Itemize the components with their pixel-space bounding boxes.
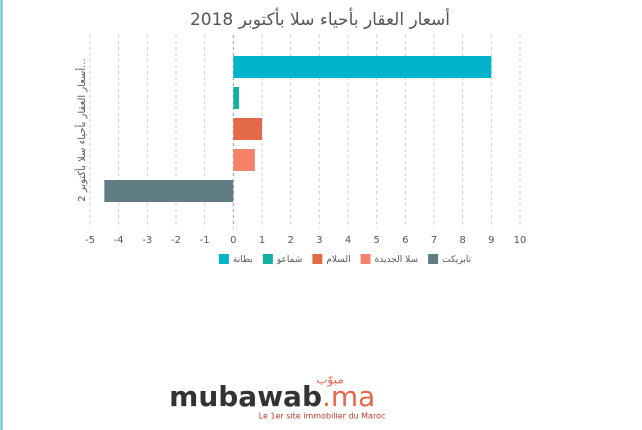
x-tick-label: 2 [287, 235, 293, 246]
x-tick-label: 4 [345, 235, 351, 246]
legend-swatch [428, 254, 439, 264]
legend-swatch [360, 254, 371, 264]
legend-label: السلام [326, 255, 350, 265]
x-tick-label: 7 [431, 235, 437, 246]
x-tick-label: 10 [514, 235, 527, 246]
x-tick-label: 9 [488, 235, 494, 246]
x-tick-label: 3 [316, 235, 322, 246]
x-tick-label: -2 [171, 235, 181, 246]
legend-label: سلا الجديدة [375, 255, 419, 265]
logo-arabic: مبوّب [316, 373, 344, 388]
chart-title: أسعار العقار بأحياء سلا بأكتوبر 2018 [190, 7, 450, 30]
x-tick-label: 6 [402, 235, 408, 246]
x-tick-label: 0 [230, 235, 236, 246]
logo-tagline: Le 1er site immobilier du Maroc [259, 412, 386, 421]
logo-name: mubawab [169, 380, 322, 413]
legend-label: شماعو [276, 255, 303, 265]
x-tick-label: -3 [142, 235, 152, 246]
x-tick-label: -4 [114, 235, 124, 246]
legend-swatch [262, 254, 273, 264]
category-label: أسعار العقار بأحياء سلا بأكتوبر 2... [74, 58, 88, 201]
legend-label: بطانة [233, 255, 253, 265]
x-tick-label: 5 [373, 235, 379, 246]
bar [233, 149, 255, 171]
x-tick-label: -5 [85, 235, 95, 246]
x-tick-label: 8 [459, 235, 465, 246]
x-tick-label: -1 [200, 235, 210, 246]
bar [233, 87, 240, 109]
x-tick-label: 1 [259, 235, 265, 246]
bar [233, 118, 262, 140]
legend-swatch [312, 254, 323, 264]
bar [233, 56, 492, 78]
bar [104, 180, 234, 202]
legend-label: تابريكت [442, 255, 472, 265]
logo-suffix: .ma [322, 380, 375, 413]
legend-swatch [218, 254, 229, 264]
